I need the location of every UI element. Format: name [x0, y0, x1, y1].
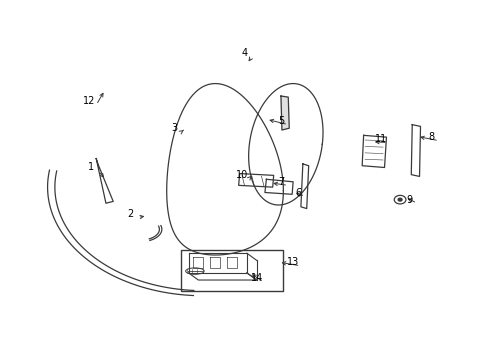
Polygon shape [281, 96, 288, 130]
Text: 6: 6 [294, 188, 301, 198]
Text: 12: 12 [82, 96, 95, 107]
Text: 4: 4 [241, 48, 247, 58]
Text: 8: 8 [428, 132, 434, 142]
Text: 13: 13 [286, 257, 299, 267]
Text: 2: 2 [127, 209, 133, 219]
Text: 9: 9 [406, 195, 412, 204]
Text: 5: 5 [277, 116, 284, 126]
Text: 1: 1 [88, 162, 94, 172]
Circle shape [397, 198, 401, 201]
Text: 11: 11 [374, 134, 386, 144]
Text: 3: 3 [171, 123, 177, 133]
Text: 10: 10 [236, 170, 248, 180]
Text: 7: 7 [277, 177, 284, 187]
Text: 14: 14 [250, 273, 262, 283]
FancyBboxPatch shape [181, 249, 283, 291]
